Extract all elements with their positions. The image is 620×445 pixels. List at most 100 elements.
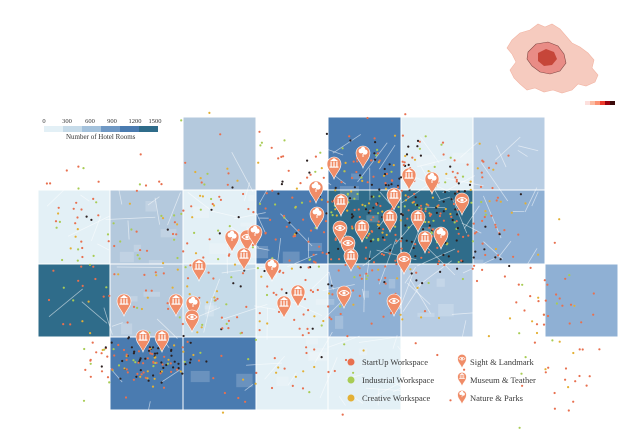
workspace-point bbox=[57, 206, 60, 209]
workspace-point bbox=[377, 238, 380, 241]
workspace-point bbox=[163, 355, 166, 358]
workspace-point bbox=[294, 375, 297, 378]
workspace-point bbox=[404, 199, 407, 202]
workspace-point bbox=[173, 221, 176, 224]
workspace-point bbox=[132, 305, 136, 308]
workspace-point bbox=[377, 212, 380, 215]
workspace-point bbox=[182, 209, 185, 212]
workspace-point bbox=[379, 204, 382, 208]
workspace-point bbox=[517, 283, 520, 286]
workspace-point bbox=[76, 228, 79, 231]
workspace-point bbox=[444, 190, 447, 194]
scale-tick-1200: 1200 bbox=[129, 118, 142, 125]
hotel-rooms-legend: 0 300 600 900 1200 1500 Number of Hotel … bbox=[42, 118, 161, 141]
workspace-point bbox=[145, 249, 149, 252]
workspace-point bbox=[156, 352, 159, 355]
workspace-point bbox=[376, 152, 379, 155]
workspace-point bbox=[227, 327, 230, 330]
workspace-point bbox=[83, 347, 86, 351]
workspace-point bbox=[313, 365, 316, 369]
workspace-point bbox=[184, 266, 187, 269]
workspace-point bbox=[298, 327, 301, 330]
workspace-point bbox=[361, 203, 364, 206]
workspace-point bbox=[503, 229, 506, 232]
workspace-point bbox=[117, 364, 121, 367]
workspace-point bbox=[395, 263, 398, 266]
workspace-point bbox=[226, 183, 229, 186]
amenity-pins bbox=[116, 145, 470, 353]
workspace-point bbox=[440, 143, 443, 146]
workspace-point bbox=[585, 384, 588, 387]
workspace-point bbox=[521, 384, 524, 387]
workspace-point bbox=[362, 349, 365, 352]
workspace-point bbox=[175, 233, 178, 236]
workspace-point bbox=[410, 240, 413, 243]
workspace-point bbox=[394, 259, 397, 262]
workspace-point bbox=[325, 252, 328, 255]
workspace-point bbox=[55, 226, 58, 229]
workspace-point bbox=[119, 240, 122, 243]
workspace-point bbox=[307, 309, 310, 312]
workspace-point bbox=[520, 372, 523, 375]
workspace-point bbox=[189, 358, 192, 361]
grid-cell bbox=[38, 264, 111, 338]
workspace-point bbox=[358, 215, 361, 219]
workspace-point bbox=[456, 172, 459, 175]
workspace-point bbox=[181, 322, 184, 326]
workspace-point bbox=[171, 286, 174, 289]
workspace-point bbox=[130, 346, 133, 349]
workspace-point bbox=[370, 159, 373, 162]
workspace-point bbox=[388, 252, 391, 255]
workspace-point bbox=[165, 363, 168, 367]
workspace-point bbox=[193, 231, 196, 234]
workspace-point bbox=[112, 222, 115, 225]
workspace-point bbox=[376, 148, 379, 151]
workspace-point bbox=[392, 164, 395, 167]
workspace-point bbox=[58, 220, 62, 223]
workspace-point bbox=[105, 286, 108, 289]
workspace-point bbox=[301, 387, 305, 390]
workspace-point bbox=[348, 197, 352, 200]
workspace-point bbox=[97, 214, 100, 217]
workspace-point bbox=[311, 327, 314, 330]
workspace-point bbox=[370, 322, 373, 325]
workspace-point bbox=[367, 202, 371, 205]
workspace-point bbox=[264, 207, 267, 210]
workspace-point bbox=[81, 284, 84, 287]
workspace-point bbox=[166, 302, 169, 305]
workspace-point bbox=[377, 278, 380, 281]
workspace-point bbox=[265, 293, 269, 297]
workspace-point bbox=[430, 213, 433, 216]
museum-pin-icon bbox=[457, 372, 467, 387]
workspace-point bbox=[455, 213, 459, 216]
workspace-point bbox=[313, 348, 316, 351]
workspace-point bbox=[266, 322, 269, 325]
workspace-point bbox=[334, 189, 337, 192]
workspace-point bbox=[445, 172, 448, 175]
workspace-point bbox=[305, 351, 308, 355]
workspace-point bbox=[320, 198, 323, 201]
workspace-point bbox=[152, 361, 155, 364]
workspace-point bbox=[507, 154, 510, 157]
workspace-point bbox=[418, 206, 421, 209]
grid-cell bbox=[256, 337, 329, 411]
workspace-point bbox=[455, 239, 458, 242]
museum-pin-icon bbox=[116, 293, 132, 317]
workspace-point bbox=[480, 200, 483, 204]
workspace-point bbox=[132, 359, 135, 362]
startup-workspace-label: StartUp Workspace bbox=[362, 357, 428, 367]
workspace-point bbox=[383, 281, 386, 284]
workspace-point bbox=[328, 292, 331, 295]
workspace-point bbox=[184, 363, 187, 366]
workspace-point bbox=[186, 277, 190, 280]
workspace-point bbox=[412, 246, 415, 250]
workspace-point bbox=[414, 243, 417, 246]
workspace-point bbox=[202, 256, 205, 259]
workspace-point bbox=[154, 361, 157, 365]
workspace-point bbox=[132, 352, 135, 355]
workspace-point bbox=[542, 313, 546, 316]
workspace-point bbox=[77, 248, 80, 251]
workspace-point bbox=[199, 208, 202, 211]
workspace-point bbox=[479, 185, 483, 188]
tree-pin-icon bbox=[264, 258, 280, 282]
